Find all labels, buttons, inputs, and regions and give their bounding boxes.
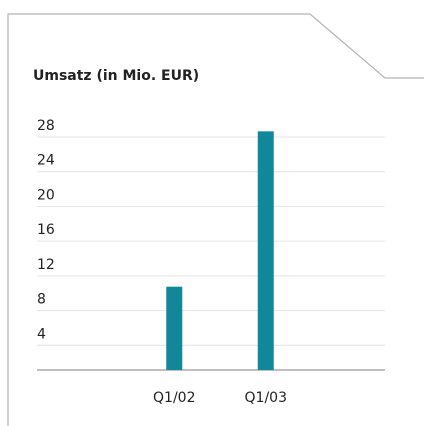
y-tick-label: 20 [37, 187, 55, 203]
panel-frame [7, 13, 424, 426]
y-tick-label: 4 [37, 326, 46, 342]
y-tick-label: 16 [37, 222, 55, 238]
y-tick-label: 8 [37, 292, 46, 308]
bar [166, 286, 183, 370]
chart-title: Umsatz (in Mio. EUR) [33, 68, 199, 84]
y-tick-label: 12 [37, 257, 55, 273]
bar [257, 131, 274, 370]
x-tick-label: Q1/03 [245, 390, 287, 406]
y-tick-label: 28 [37, 118, 55, 134]
x-tick-label: Q1/02 [153, 390, 195, 406]
y-tick-label: 24 [37, 153, 55, 169]
